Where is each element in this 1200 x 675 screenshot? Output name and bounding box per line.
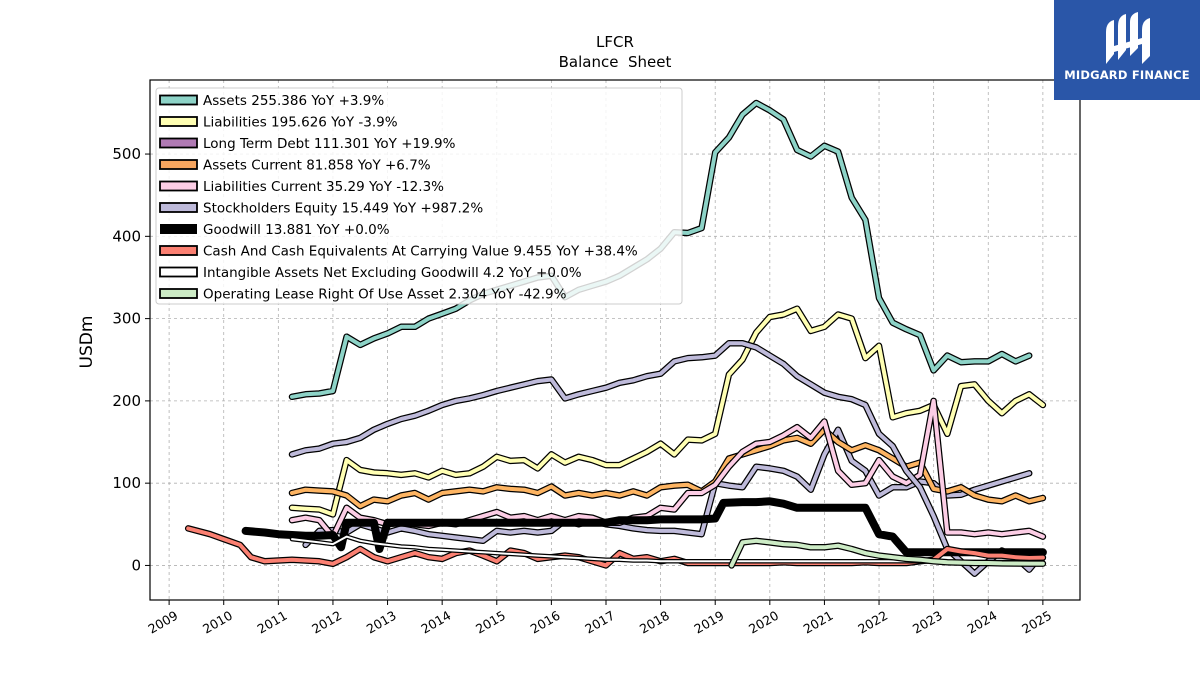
legend-label: Liabilities 195.626 YoY -3.9% (203, 115, 398, 131)
midgard-logo-icon (1106, 12, 1150, 64)
x-tick-label: 2024 (964, 608, 999, 637)
x-tick-label: 2015 (473, 608, 508, 637)
series-line (729, 538, 1045, 568)
x-axis-ticks: 2009 2010 2011 2012 2013 2014 2015 2016 2017 2018… (145, 600, 1054, 637)
legend-label: Liabilities Current 35.29 YoY -12.3% (203, 179, 444, 195)
chart-title: LFCR (596, 33, 634, 51)
series-line (290, 341, 1045, 576)
x-tick-label: 2011 (255, 608, 290, 637)
legend-label: Long Term Debt 111.301 YoY +19.9% (203, 136, 456, 152)
midgard-finance-logo: MIDGARD FINANCE (1054, 0, 1200, 100)
series-line (303, 427, 1032, 547)
series-line (241, 497, 1047, 557)
x-tick-label: 2013 (364, 608, 399, 637)
plot-frame (149, 79, 1081, 601)
legend-label: Operating Lease Right Of Use Asset 2.304… (203, 287, 567, 303)
series-lines (184, 99, 1047, 577)
legend-swatch (159, 266, 198, 278)
x-tick-label: 2025 (1019, 608, 1054, 637)
legend-swatch (159, 137, 198, 149)
legend-swatch (160, 224, 197, 234)
y-tick-label: 0 (131, 556, 141, 574)
y-tick-label: 500 (112, 145, 141, 163)
legend-swatch (159, 202, 198, 213)
x-tick-label: 2018 (637, 608, 672, 637)
y-tick-label: 400 (112, 227, 141, 245)
legend-swatch (159, 180, 198, 192)
chart-subtitle: Balance Sheet (559, 53, 672, 71)
x-tick-label: 2017 (582, 608, 617, 637)
y-tick-label: 200 (112, 392, 141, 410)
legend-label: Assets Current 81.858 YoY +6.7% (203, 158, 431, 174)
x-tick-label: 2020 (746, 608, 781, 637)
x-tick-label: 2021 (801, 608, 836, 637)
y-tick-label: 300 (112, 310, 141, 328)
legend-label: Stockholders Equity 15.449 YoY +987.2% (203, 201, 483, 217)
x-tick-label: 2014 (418, 608, 453, 637)
y-tick-label: 100 (112, 474, 141, 492)
legend: Assets 255.386 YoY +3.9% Liabilities 195.… (155, 87, 683, 305)
x-tick-label: 2009 (145, 608, 180, 637)
x-tick-label: 2023 (910, 608, 945, 637)
series-line (290, 306, 1045, 517)
x-tick-label: 2022 (855, 608, 890, 637)
legend-swatch (159, 94, 198, 106)
legend-box (155, 87, 683, 305)
legend-swatch (159, 245, 198, 256)
y-axis-ticks: 0 100 200 300 400 500 (112, 145, 150, 574)
x-tick-label: 2012 (309, 608, 344, 637)
legend-label: Cash And Cash Equivalents At Carrying Va… (203, 244, 638, 260)
x-tick-label: 2019 (691, 608, 726, 637)
y-axis-label: USDm (77, 316, 97, 369)
x-tick-label: 2016 (528, 608, 563, 637)
legend-swatch (159, 116, 198, 127)
series-line (290, 427, 1045, 509)
legend-label: Goodwill 13.881 YoY +0.0% (203, 222, 390, 238)
x-tick-label: 2010 (200, 608, 235, 637)
brand-name: MIDGARD FINANCE (1064, 68, 1190, 82)
legend-swatch (159, 288, 198, 299)
legend-swatch (159, 159, 198, 170)
legend-label: Assets 255.386 YoY +3.9% (203, 93, 384, 109)
legend-label: Intangible Assets Net Excluding Goodwill… (203, 265, 582, 281)
series-outline (288, 340, 1047, 577)
